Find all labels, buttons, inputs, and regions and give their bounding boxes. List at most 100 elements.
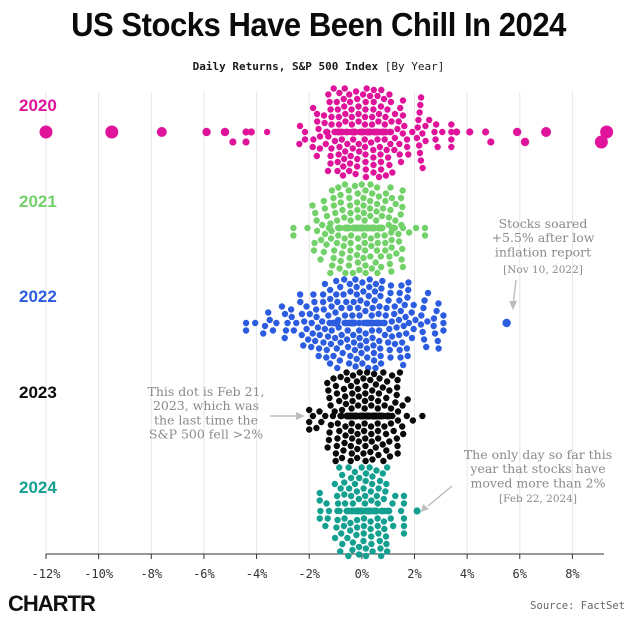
data-point [312,209,319,217]
data-point [367,253,374,260]
data-point [298,310,306,318]
data-point [313,313,320,321]
data-point [296,122,304,130]
data-point [399,402,406,409]
data-point [392,200,399,208]
data-point [431,330,439,337]
data-point [347,239,354,247]
data-point [375,310,382,318]
data-point [377,151,384,158]
data-point [342,400,350,408]
data-point [368,533,375,540]
data-point [371,288,379,295]
data-point [330,202,338,209]
data-point [334,364,341,372]
data-point [336,143,343,151]
data-point [331,480,338,488]
data-point [414,124,421,131]
data-point [367,448,374,456]
data-point [398,423,406,430]
data-point [313,227,321,235]
data-point [333,442,341,450]
data-point [360,209,368,217]
data-point [383,378,391,385]
data-point [384,106,391,113]
data-point [381,331,389,339]
data-point [347,217,354,224]
data-point [323,128,330,136]
outlier-point [202,127,211,137]
data-point [368,394,375,402]
data-point [303,303,310,310]
data-point [354,206,361,214]
data-point [394,417,402,424]
data-point [347,382,355,390]
data-point [379,205,387,212]
data-point [309,104,317,112]
data-point [448,136,455,143]
data-point [362,269,369,277]
outlier-point [413,507,421,515]
data-point [373,507,381,515]
data-point [352,363,359,370]
data-point [400,522,408,530]
data-point [374,92,381,100]
data-point [345,187,352,194]
data-point [323,212,331,220]
data-point [395,331,403,339]
data-point [366,197,374,205]
data-point [362,552,370,560]
data-point [382,247,389,254]
data-point [349,372,357,379]
data-point [319,318,326,325]
data-point [379,224,386,232]
data-point [399,203,406,211]
data-point [341,479,348,486]
data-point [398,256,405,263]
data-point [342,110,349,118]
data-point [358,181,365,188]
data-point [321,280,329,288]
data-point [326,295,334,303]
data-point [368,327,376,334]
data-point [333,277,340,285]
data-point [337,191,344,199]
data-point [334,224,342,232]
data-point [376,537,383,545]
data-point [391,303,398,310]
data-point [346,91,353,98]
data-point [351,480,359,488]
data-point [345,360,353,367]
data-point [360,202,367,209]
data-point [349,390,356,397]
data-point [408,309,415,316]
data-point [323,354,330,361]
data-point [333,98,340,106]
x-tick-label: 2% [407,567,422,581]
data-point [303,325,310,333]
data-point [376,477,384,485]
data-point [376,375,383,382]
data-point [382,113,389,121]
data-point [346,160,354,167]
data-point [242,319,250,327]
data-point [367,212,374,220]
data-point [399,187,406,194]
data-point [304,224,311,232]
data-point [430,315,438,322]
data-point [394,450,401,457]
subtitle-main: Daily Returns, S&P 500 Index [192,60,379,73]
data-point [340,163,347,170]
data-point [440,327,447,334]
data-point [323,241,330,248]
data-point [347,232,355,239]
data-point [318,418,325,426]
data-point [347,352,354,360]
data-point [387,354,394,361]
data-point [398,282,405,289]
data-point [356,369,363,376]
data-point [369,334,376,342]
data-point [336,427,343,435]
data-point [356,312,363,319]
data-point [382,488,389,495]
